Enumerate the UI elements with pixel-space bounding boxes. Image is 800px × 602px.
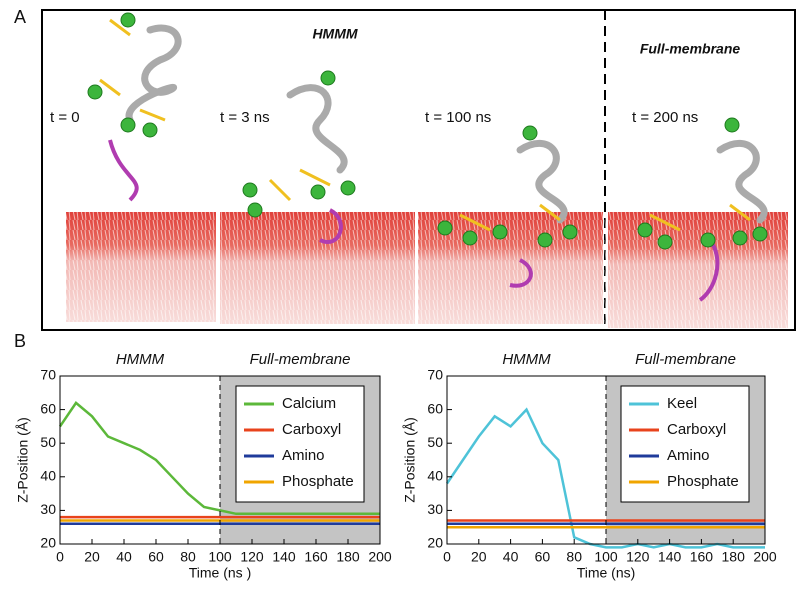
time-label: t = 100 ns [425, 109, 491, 126]
legend-label: Carboxyl [282, 421, 341, 438]
legend-label: Phosphate [667, 473, 739, 490]
x-tick-label: 40 [503, 549, 519, 565]
section-title: HMMM [312, 26, 357, 42]
section-title: Full-membrane [640, 41, 741, 57]
x-axis-label: Time (ns) [577, 565, 636, 581]
phase-label: HMMM [116, 351, 165, 368]
phase-label: Full-membrane [635, 351, 736, 368]
legend-label: Amino [667, 447, 710, 464]
x-tick-label: 140 [658, 549, 682, 565]
y-tick-label: 40 [40, 468, 56, 484]
y-tick-label: 20 [427, 535, 443, 551]
y-tick-label: 50 [40, 434, 56, 450]
x-tick-label: 200 [368, 549, 392, 565]
x-tick-label: 120 [240, 549, 264, 565]
time-label: t = 3 ns [220, 109, 270, 126]
x-tick-label: 160 [690, 549, 714, 565]
y-tick-label: 60 [40, 400, 56, 416]
panel-label: B [14, 331, 26, 351]
protein [125, 24, 768, 224]
legend-label: Phosphate [282, 473, 354, 490]
x-tick-label: 180 [336, 549, 360, 565]
x-tick-label: 60 [148, 549, 164, 565]
x-tick-label: 80 [566, 549, 582, 565]
legend-label: Keel [667, 395, 697, 412]
x-tick-label: 120 [626, 549, 650, 565]
legend-label: Calcium [282, 395, 336, 412]
y-tick-label: 70 [40, 367, 56, 383]
x-tick-label: 140 [272, 549, 296, 565]
time-label: t = 0 [50, 109, 80, 126]
legend-label: Carboxyl [667, 421, 726, 438]
panel-label: A [14, 7, 26, 27]
x-tick-label: 20 [471, 549, 487, 565]
calcium-ions [87, 12, 768, 250]
x-axis-label: Time (ns ) [189, 565, 251, 581]
series-line [58, 401, 380, 516]
x-tick-label: 200 [753, 549, 777, 565]
x-tick-label: 100 [208, 549, 232, 565]
keel [108, 139, 720, 302]
series-line [445, 407, 765, 549]
y-tick-label: 70 [427, 367, 443, 383]
phase-label: HMMM [502, 351, 551, 368]
x-tick-label: 160 [304, 549, 328, 565]
y-tick-label: 50 [427, 434, 443, 450]
y-tick-label: 30 [40, 501, 56, 517]
legend-label: Amino [282, 447, 325, 464]
phase-label: Full-membrane [250, 351, 351, 368]
y-tick-label: 30 [427, 501, 443, 517]
panel-frame [41, 9, 796, 331]
side-chains [99, 18, 751, 232]
x-tick-label: 80 [180, 549, 196, 565]
x-tick-label: 40 [116, 549, 132, 565]
x-tick-label: 0 [56, 549, 64, 565]
x-tick-label: 0 [443, 549, 451, 565]
time-label: t = 200 ns [632, 109, 698, 126]
y-axis-label: Z-Position (Å) [402, 417, 418, 503]
x-tick-label: 60 [535, 549, 551, 565]
y-axis-label: Z-Position (Å) [15, 417, 31, 503]
y-tick-label: 40 [427, 468, 443, 484]
y-tick-label: 20 [40, 535, 56, 551]
x-tick-label: 180 [722, 549, 746, 565]
x-tick-label: 100 [594, 549, 618, 565]
x-tick-label: 20 [84, 549, 100, 565]
y-tick-label: 60 [427, 400, 443, 416]
